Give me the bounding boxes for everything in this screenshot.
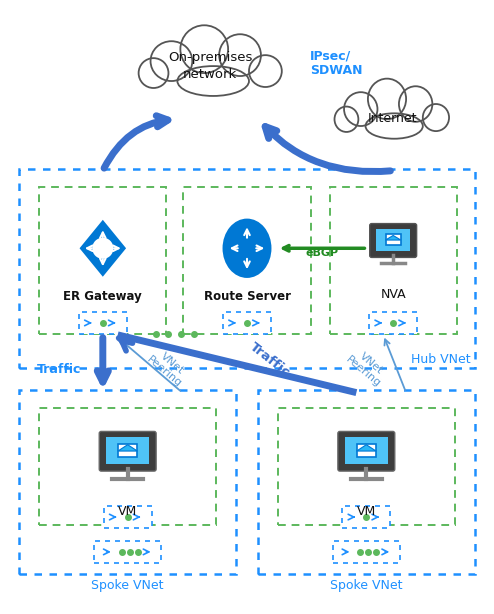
Circle shape bbox=[92, 238, 114, 259]
FancyBboxPatch shape bbox=[357, 444, 376, 457]
FancyBboxPatch shape bbox=[79, 312, 126, 334]
Text: Traffic: Traffic bbox=[37, 363, 82, 376]
Ellipse shape bbox=[219, 34, 261, 76]
Ellipse shape bbox=[334, 107, 358, 132]
Ellipse shape bbox=[221, 217, 273, 279]
Ellipse shape bbox=[366, 114, 423, 139]
FancyBboxPatch shape bbox=[223, 312, 271, 334]
Ellipse shape bbox=[399, 86, 432, 122]
Ellipse shape bbox=[368, 79, 406, 119]
FancyBboxPatch shape bbox=[385, 234, 401, 246]
Text: Spoke VNet: Spoke VNet bbox=[91, 579, 164, 592]
Text: eBGP: eBGP bbox=[305, 248, 339, 258]
Text: On-premises
network: On-premises network bbox=[168, 51, 252, 81]
Polygon shape bbox=[118, 445, 137, 451]
Text: Spoke VNet: Spoke VNet bbox=[330, 579, 403, 592]
FancyBboxPatch shape bbox=[332, 541, 400, 563]
Ellipse shape bbox=[139, 58, 168, 88]
Text: Hub VNet: Hub VNet bbox=[411, 352, 471, 366]
FancyBboxPatch shape bbox=[376, 229, 411, 251]
Polygon shape bbox=[78, 217, 128, 279]
Text: Traffic: Traffic bbox=[247, 340, 292, 379]
Text: Route Server: Route Server bbox=[204, 290, 290, 303]
Ellipse shape bbox=[177, 66, 249, 96]
Text: Internet: Internet bbox=[368, 112, 417, 125]
FancyBboxPatch shape bbox=[345, 437, 388, 464]
FancyBboxPatch shape bbox=[104, 506, 152, 528]
FancyBboxPatch shape bbox=[370, 312, 417, 334]
Ellipse shape bbox=[423, 104, 449, 131]
Polygon shape bbox=[357, 445, 376, 451]
Polygon shape bbox=[385, 235, 401, 240]
Ellipse shape bbox=[180, 25, 228, 73]
FancyBboxPatch shape bbox=[94, 541, 162, 563]
FancyBboxPatch shape bbox=[338, 432, 395, 471]
Text: VM: VM bbox=[357, 505, 376, 518]
FancyBboxPatch shape bbox=[99, 432, 156, 471]
FancyBboxPatch shape bbox=[106, 437, 149, 464]
Text: VM: VM bbox=[118, 505, 137, 518]
Text: VNet
Peering: VNet Peering bbox=[344, 346, 390, 389]
FancyBboxPatch shape bbox=[118, 444, 137, 457]
Ellipse shape bbox=[344, 92, 377, 126]
Text: ER Gateway: ER Gateway bbox=[63, 290, 142, 303]
Text: NVA: NVA bbox=[380, 288, 406, 301]
Text: VNet
Peering: VNet Peering bbox=[145, 346, 192, 389]
FancyBboxPatch shape bbox=[342, 506, 390, 528]
Ellipse shape bbox=[249, 55, 282, 87]
Text: IPsec/
SDWAN: IPsec/ SDWAN bbox=[310, 49, 362, 77]
FancyBboxPatch shape bbox=[370, 223, 416, 257]
Ellipse shape bbox=[151, 41, 192, 81]
